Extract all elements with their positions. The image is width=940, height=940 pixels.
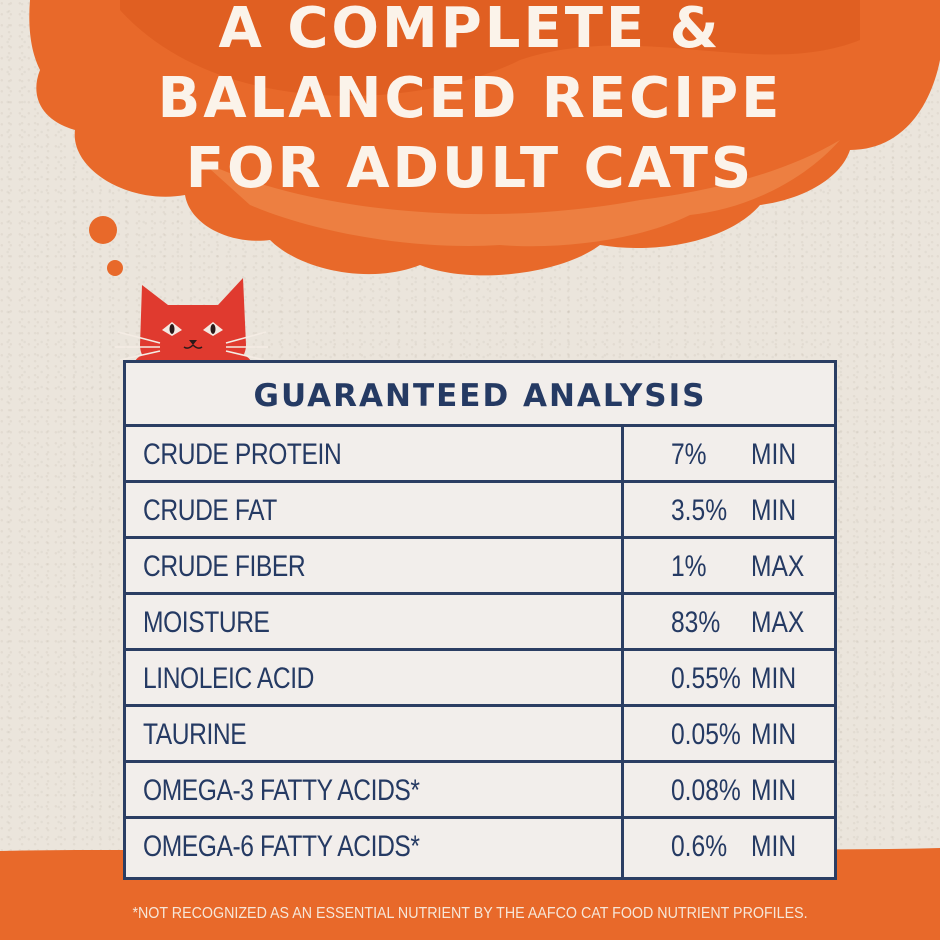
table-row: OMEGA-3 FATTY ACIDS* 0.08% MIN <box>126 763 834 819</box>
nutrient-value: 0.08% <box>671 774 741 807</box>
nutrient-name: MOISTURE <box>143 606 270 639</box>
nutrient-name: CRUDE FIBER <box>143 550 306 583</box>
nutrient-unit: MAX <box>751 550 805 583</box>
table-row: MOISTURE 83% MAX <box>126 595 834 651</box>
nutrient-unit: MIN <box>751 718 797 751</box>
table-row: CRUDE FAT 3.5% MIN <box>126 483 834 539</box>
nutrient-value: 0.6% <box>671 830 728 863</box>
headline-line-1: A COMPLETE & <box>218 0 722 61</box>
nutrient-unit: MAX <box>751 606 805 639</box>
nutrient-unit: MIN <box>751 438 797 471</box>
column-divider <box>621 427 624 877</box>
nutrient-value: 83% <box>671 606 721 639</box>
nutrient-unit: MIN <box>751 494 797 527</box>
cat-icon <box>115 278 268 372</box>
headline-line-2: BALANCED RECIPE <box>157 66 783 131</box>
nutrient-name: LINOLEIC ACID <box>143 662 315 695</box>
table-row: CRUDE FIBER 1% MAX <box>126 539 834 595</box>
nutrient-value: 7% <box>671 438 707 471</box>
nutrient-name: CRUDE PROTEIN <box>143 438 342 471</box>
nutrient-value: 0.05% <box>671 718 741 751</box>
table-row: CRUDE PROTEIN 7% MIN <box>126 427 834 483</box>
guaranteed-analysis-table: GUARANTEED ANALYSIS CRUDE PROTEIN 7% MIN… <box>123 360 837 880</box>
nutrient-unit: MIN <box>751 662 797 695</box>
nutrient-value: 1% <box>671 550 707 583</box>
nutrient-unit: MIN <box>751 830 797 863</box>
nutrient-name: OMEGA-6 FATTY ACIDS* <box>143 830 420 863</box>
nutrient-name: CRUDE FAT <box>143 494 277 527</box>
table-row: OMEGA-6 FATTY ACIDS* 0.6% MIN <box>126 819 834 875</box>
table-title: GUARANTEED ANALYSIS <box>126 363 834 427</box>
nutrient-name: TAURINE <box>143 718 247 751</box>
table-row: TAURINE 0.05% MIN <box>126 707 834 763</box>
nutrient-name: OMEGA-3 FATTY ACIDS* <box>143 774 420 807</box>
footnote: *NOT RECOGNIZED AS AN ESSENTIAL NUTRIENT… <box>132 905 808 922</box>
nutrient-value: 3.5% <box>671 494 728 527</box>
nutrient-unit: MIN <box>751 774 797 807</box>
nutrient-value: 0.55% <box>671 662 741 695</box>
table-row: LINOLEIC ACID 0.55% MIN <box>126 651 834 707</box>
headline: A COMPLETE & BALANCED RECIPE FOR ADULT C… <box>0 0 940 204</box>
headline-line-3: FOR ADULT CATS <box>185 136 755 201</box>
thought-cloud-icon <box>0 0 940 276</box>
